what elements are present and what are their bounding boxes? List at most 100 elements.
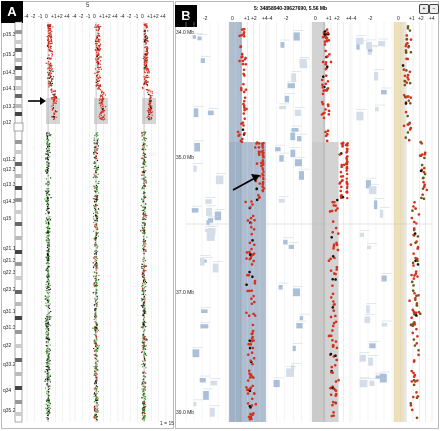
data-point [149,91,151,93]
data-point [46,316,49,318]
data-point [240,52,244,56]
data-point [144,376,146,378]
data-point [245,257,248,260]
data-point [104,94,107,96]
data-point [141,135,143,137]
data-point [404,49,408,52]
data-point [241,59,245,63]
data-point [46,144,48,146]
tick-a18: 0 [141,14,144,20]
data-point [98,49,101,52]
data-point [260,142,264,146]
data-point [416,275,419,278]
data-point [94,410,96,413]
data-point [412,383,416,387]
data-point [94,313,97,315]
gene-feature [197,36,202,41]
data-point [142,310,144,312]
data-point [253,218,256,222]
data-point [95,368,97,370]
data-point [406,95,409,98]
data-point [261,167,264,170]
data-point [46,382,48,385]
data-point [48,385,50,387]
data-point [146,37,148,40]
data-point [94,409,96,411]
zoom-in-button[interactable]: + [419,4,429,14]
data-point [144,416,146,418]
data-point [144,224,146,227]
data-point [146,339,148,341]
band-label: q34 [3,388,12,394]
data-point [53,97,55,99]
data-point [143,53,146,55]
data-point [93,161,96,163]
data-point [47,279,50,281]
data-point [141,224,143,227]
data-point [142,290,144,293]
data-point [94,376,97,378]
data-point [143,335,146,338]
data-point [245,251,249,254]
data-point [98,85,100,87]
data-point [247,415,251,419]
data-point [48,145,50,147]
data-point [147,118,150,120]
data-point [144,298,146,300]
data-point [99,76,102,79]
data-point [95,337,98,340]
data-point [144,241,146,243]
data-point [141,408,144,410]
data-point [145,281,148,284]
data-point [406,24,410,28]
data-point [94,209,96,211]
data-point [94,198,96,200]
data-point [48,286,50,289]
data-point [340,165,344,169]
data-point [251,203,254,206]
data-point [144,59,146,61]
data-point [45,302,47,304]
data-point [98,192,100,194]
data-point [53,113,56,115]
data-point [95,327,98,329]
data-point [93,354,95,356]
data-point [334,340,338,343]
ideogram-band [15,290,22,294]
data-point [94,388,97,390]
tick-b10: +1 [326,16,332,22]
data-point [48,401,51,403]
data-point [45,239,48,241]
data-point [409,401,413,405]
data-point [143,174,145,176]
tick-b2: -2 [203,16,208,22]
data-point [341,195,345,199]
data-point [144,348,146,350]
data-point [142,383,144,385]
band-label: q33.2 [3,362,16,368]
data-point [97,173,99,175]
arrow-b-shaft [232,177,256,191]
data-point [148,111,150,113]
data-point [45,320,48,322]
data-point [94,298,96,300]
data-point [325,36,329,40]
data-point [47,228,49,230]
data-point [145,405,147,408]
data-point [95,261,98,264]
data-point [47,269,49,271]
data-point [144,163,146,165]
data-point [345,187,349,190]
data-point [49,381,52,383]
data-point [143,187,145,190]
data-point [46,321,48,324]
zoom-out-button[interactable]: − [429,4,439,14]
data-point [247,369,251,373]
data-point [142,401,144,403]
gene-feature [205,228,209,233]
data-point [142,218,144,221]
data-point [46,378,48,380]
gene-feature [369,380,375,386]
ideogram-band [15,412,22,416]
data-point [143,252,145,254]
